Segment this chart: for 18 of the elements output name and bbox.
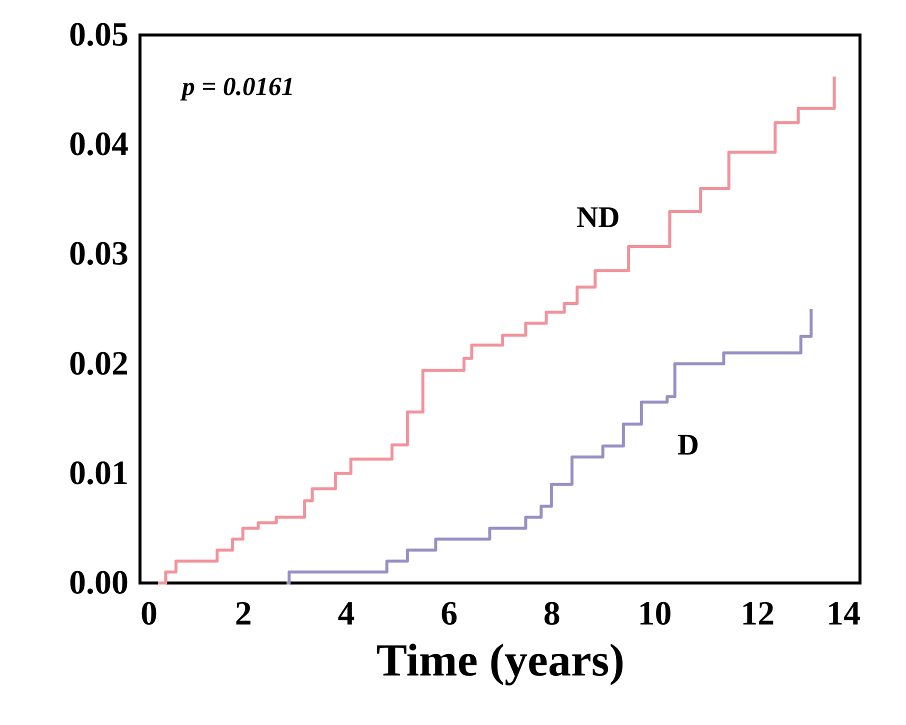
x-tick-label: 6 [440,596,458,632]
x-axis-title: Time (years) [376,634,625,686]
series-label: ND [576,201,620,234]
x-tick-label: 14 [826,596,860,632]
y-tick-label: 0.01 [69,454,128,492]
y-tick-label: 0.03 [69,236,128,273]
x-tick-label: 4 [338,596,355,632]
x-tick-label: 8 [543,596,560,632]
x-tick-label: 0 [140,596,158,632]
y-tick-label: 0.05 [69,16,128,54]
y-tick-label: 0.02 [69,345,128,382]
y-tick-label: 0.00 [69,564,128,602]
series-label: D [677,428,699,462]
y-tick-label: 0.04 [69,126,128,164]
annotation: p = 0.0161 [180,72,294,101]
x-tick-label: 12 [740,596,775,632]
x-tick-label: 10 [638,596,672,632]
x-tick-label: 2 [234,596,252,632]
